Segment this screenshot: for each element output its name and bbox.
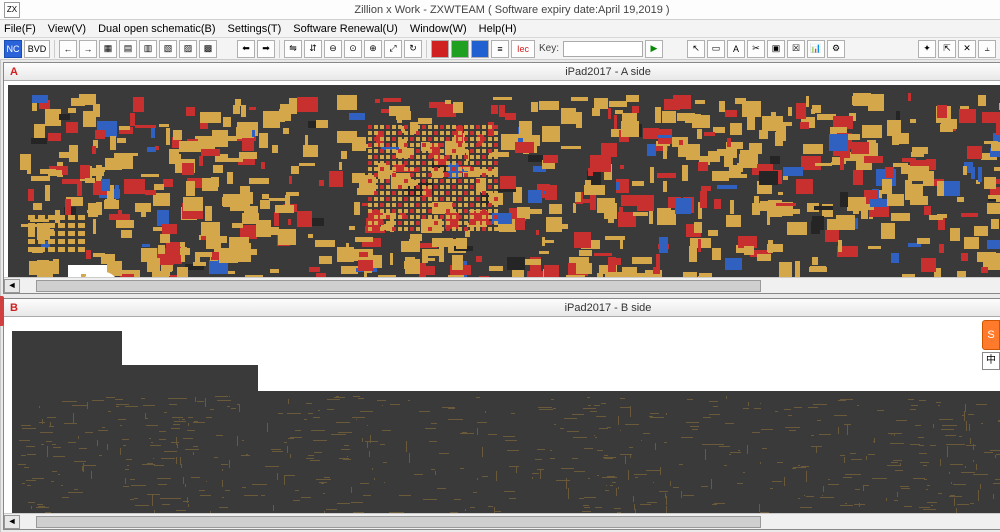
iec-button[interactable]: Iec	[511, 40, 535, 58]
splitter-handle[interactable]	[0, 296, 4, 326]
panel-a-marker: A	[10, 66, 18, 78]
green-swatch[interactable]	[451, 40, 469, 58]
menu-dual[interactable]: Dual open schematic(B)	[98, 23, 215, 35]
panel-a-text: iPad2017 - A side	[565, 66, 651, 78]
bvd-button[interactable]: BVD	[24, 40, 50, 58]
key-label: Key:	[539, 43, 559, 54]
text-icon[interactable]: A	[727, 40, 745, 58]
zoom-in-icon[interactable]: ⊕	[364, 40, 382, 58]
cfg-icon[interactable]: ⚙	[827, 40, 845, 58]
flip-h-icon[interactable]: ⇋	[284, 40, 302, 58]
layer1-icon[interactable]: ▦	[99, 40, 117, 58]
app-title: Zillion x Work - ZXWTEAM ( Software expi…	[24, 4, 1000, 16]
menu-view[interactable]: View(V)	[48, 23, 86, 35]
list-icon[interactable]: ≡	[491, 40, 509, 58]
panel-b-text: iPad2017 - B side	[565, 302, 652, 314]
group-icon[interactable]: ▣	[767, 40, 785, 58]
ungroup-icon[interactable]: ☒	[787, 40, 805, 58]
layer5-icon[interactable]: ▨	[179, 40, 197, 58]
menu-file[interactable]: File(F)	[4, 23, 36, 35]
redo-icon[interactable]: ➡	[257, 40, 275, 58]
go-icon[interactable]: ▶	[645, 40, 663, 58]
target-icon[interactable]: ✦	[918, 40, 936, 58]
toolbar-sep	[54, 40, 55, 58]
red-swatch[interactable]	[431, 40, 449, 58]
layer6-icon[interactable]: ▩	[199, 40, 217, 58]
app-icon: ZX	[4, 2, 20, 18]
pcb-a-canvas	[8, 85, 1000, 277]
title-bar: ZX Zillion x Work - ZXWTEAM ( Software e…	[0, 0, 1000, 20]
panel-b-marker: B	[10, 302, 18, 314]
layer4-icon[interactable]: ▧	[159, 40, 177, 58]
toolbar-sep	[426, 40, 427, 58]
panel-a-viewport[interactable]	[4, 81, 1000, 277]
forward-icon[interactable]: →	[79, 40, 97, 58]
menu-renewal[interactable]: Software Renewal(U)	[293, 23, 398, 35]
doc-icon[interactable]: ▭	[707, 40, 725, 58]
scroll-thumb[interactable]	[36, 280, 761, 292]
panel-a-hscroll[interactable]: ◄ ►	[4, 277, 1000, 293]
panel-a: A iPad2017 - A side — □ ✕ ◄ ►	[3, 62, 1000, 294]
panel-b-hscroll[interactable]: ◄ ►	[4, 513, 1000, 529]
flip-v-icon[interactable]: ⇵	[304, 40, 322, 58]
panel-b-title: B iPad2017 - B side — □ ✕	[4, 299, 1000, 317]
chart-icon[interactable]: 📊	[807, 40, 825, 58]
export-icon[interactable]: ⇱	[938, 40, 956, 58]
menu-window[interactable]: Window(W)	[410, 23, 467, 35]
key-input[interactable]	[563, 41, 643, 57]
ime-badge[interactable]: S	[982, 320, 1000, 350]
toolbar: NC BVD ← → ▦ ▤ ▥ ▧ ▨ ▩ ⬅ ➡ ⇋ ⇵ ⊖ ⊙ ⊕ ⤢ ↻…	[0, 38, 1000, 60]
zoom-100-icon[interactable]: ⤢	[384, 40, 402, 58]
nc-button[interactable]: NC	[4, 40, 22, 58]
panel-b: B iPad2017 - B side — □ ✕ ◄ ►	[3, 298, 1000, 530]
blue-swatch[interactable]	[471, 40, 489, 58]
scroll-thumb[interactable]	[36, 516, 761, 528]
zoom-out-icon[interactable]: ⊖	[324, 40, 342, 58]
main-area: -Dear,phonefix+Help center-Maintenance c…	[0, 60, 1000, 532]
menu-settings[interactable]: Settings(T)	[227, 23, 281, 35]
content-area: A iPad2017 - A side — □ ✕ ◄ ► B	[1, 60, 1000, 532]
pcb-b-canvas	[8, 321, 1000, 513]
scroll-left-icon[interactable]: ◄	[4, 279, 20, 293]
menu-bar: File(F) View(V) Dual open schematic(B) S…	[0, 20, 1000, 38]
back-icon[interactable]: ←	[59, 40, 77, 58]
menu-help[interactable]: Help(H)	[479, 23, 517, 35]
cursor-icon[interactable]: ↖	[687, 40, 705, 58]
close-tool-icon[interactable]: ✕	[958, 40, 976, 58]
layer2-icon[interactable]: ▤	[119, 40, 137, 58]
signal-icon[interactable]: ⫠	[978, 40, 996, 58]
scroll-left-icon[interactable]: ◄	[4, 515, 20, 529]
undo-icon[interactable]: ⬅	[237, 40, 255, 58]
panel-b-viewport[interactable]	[4, 317, 1000, 513]
ime-lang[interactable]: 中	[982, 352, 1000, 370]
layer3-icon[interactable]: ▥	[139, 40, 157, 58]
toolbar-sep	[279, 40, 280, 58]
zoom-fit-icon[interactable]: ⊙	[344, 40, 362, 58]
refresh-icon[interactable]: ↻	[404, 40, 422, 58]
cut-icon[interactable]: ✂	[747, 40, 765, 58]
panel-a-title: A iPad2017 - A side — □ ✕	[4, 63, 1000, 81]
